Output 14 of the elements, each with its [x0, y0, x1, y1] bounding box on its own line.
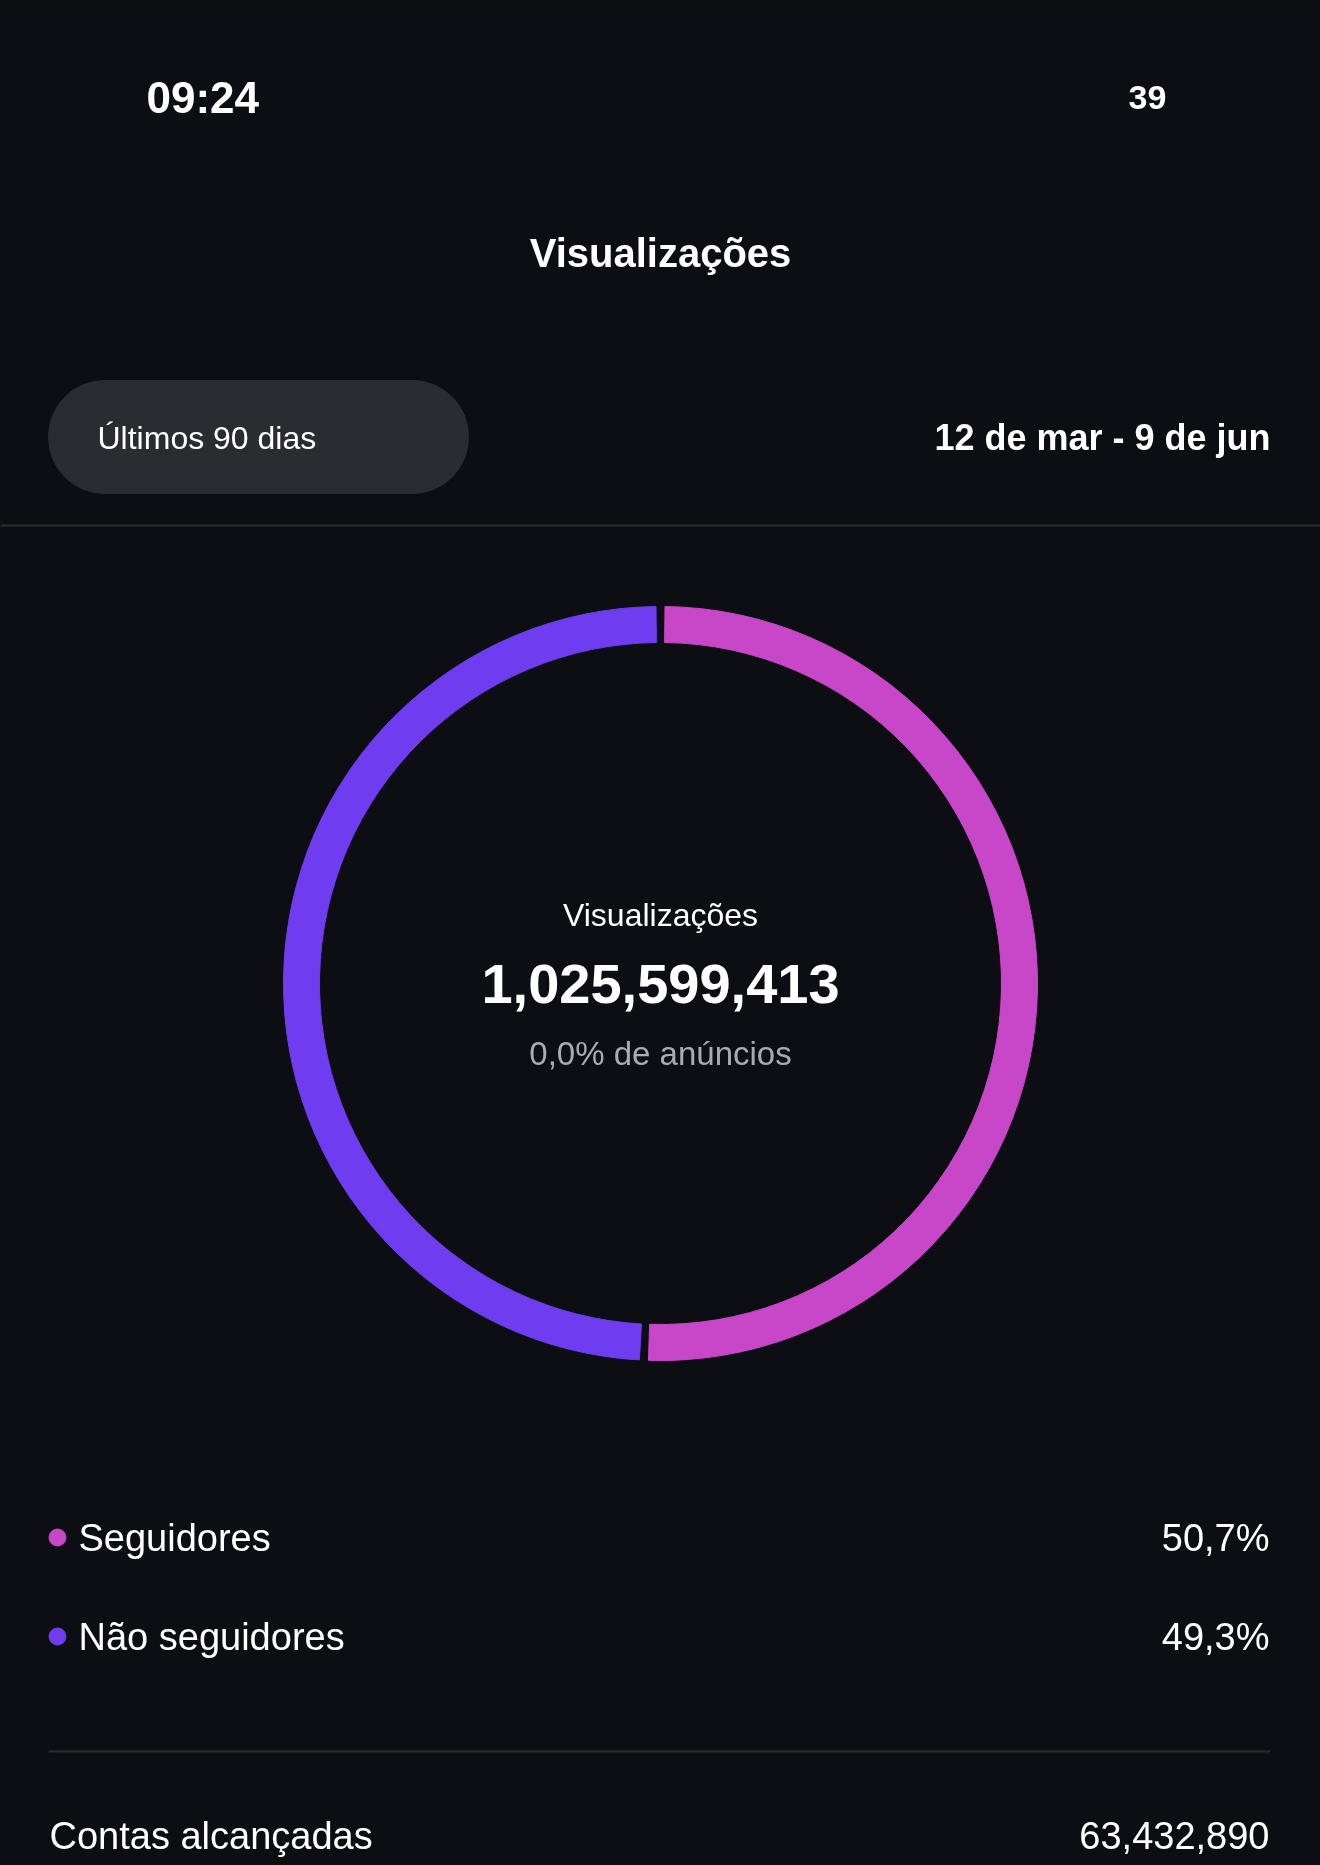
- text: 63,432,890: [1079, 1815, 1270, 1857]
- data-label: 50,7%: [1161, 1516, 1270, 1559]
- text: Últimos 90 dias: [97, 419, 317, 456]
- chart-subtitle: 12 de mar - 9 de jun: [934, 417, 1271, 458]
- legend-label: Seguidores: [78, 1516, 271, 1559]
- data-label: 49,3%: [1161, 1615, 1270, 1658]
- text: 09:24: [146, 73, 260, 122]
- text: 1,025,599,413: [481, 951, 840, 1015]
- text: Visualizações: [562, 896, 759, 933]
- text: Contas alcançadas: [49, 1814, 373, 1857]
- text: 0,0% de anúncios: [529, 1035, 792, 1072]
- chart-title: Visualizações: [529, 230, 792, 275]
- text: 39: [1128, 78, 1167, 116]
- legend-label: Não seguidores: [78, 1615, 345, 1658]
